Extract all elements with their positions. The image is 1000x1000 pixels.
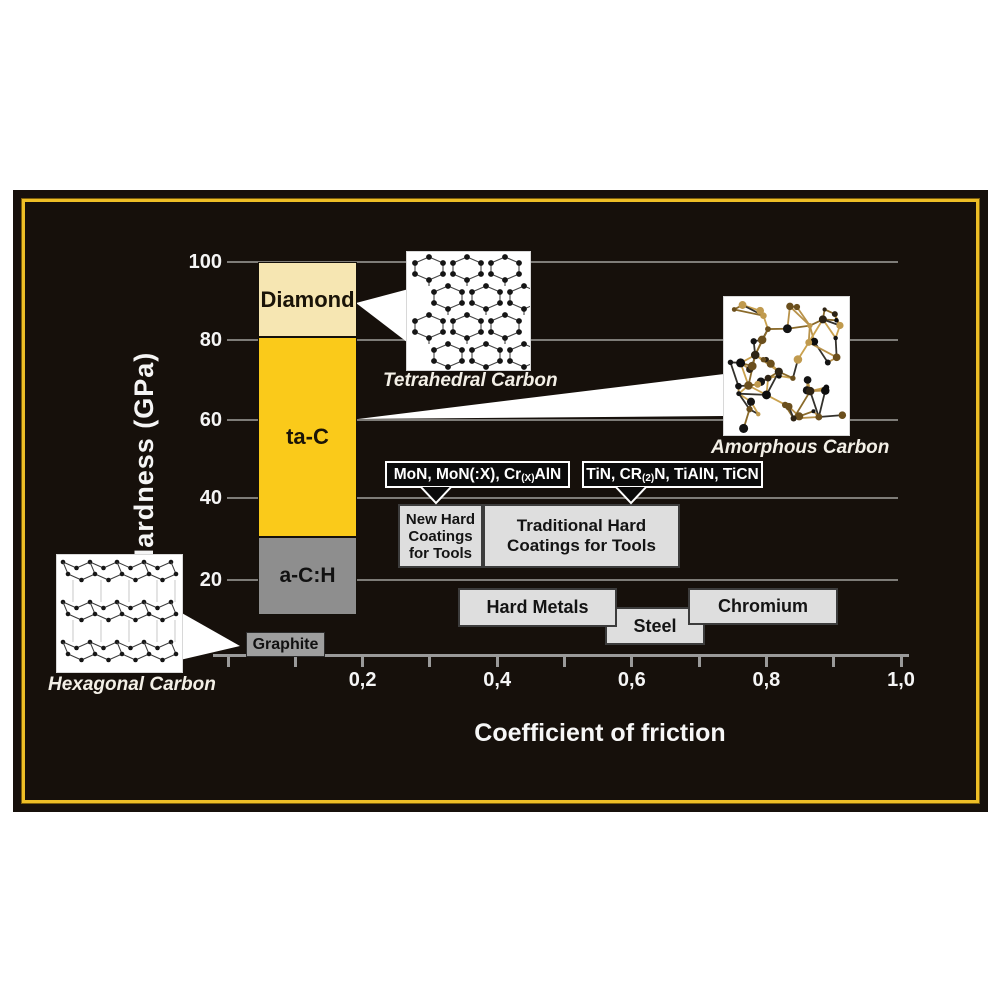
new-hard-line-1: New Hard [405, 510, 476, 528]
chart-panel: 100 80 60 40 20 0,2 0,4 0,6 0,8 1,0 Hardness (GPa… [13, 190, 988, 812]
graphite-label: Graphite [252, 635, 319, 653]
traditional-coatings-callout-label: TiN, CR (2) N, TiAlN, TiCN [582, 461, 763, 488]
x-tick-mark [361, 654, 365, 667]
hexagonal-carbon-caption: Hexagonal Carbon [48, 674, 216, 695]
tetrahedral-carbon-structure-image [407, 252, 541, 370]
traditional-coatings-callout-tail [613, 486, 649, 505]
hard-metals-box: Hard Metals [458, 588, 617, 627]
new-coatings-text-sub: (X) [521, 473, 535, 484]
new-coatings-text-post: AlN [534, 465, 562, 483]
callout-wedges [180, 286, 724, 660]
new-hard-line-3: for Tools [408, 544, 473, 562]
new-hard-line-2: Coatings [408, 527, 473, 545]
bar-segment-ach-label: a-C:H [279, 564, 336, 587]
x-tick-mark [495, 654, 499, 667]
gridline-20 [227, 579, 898, 581]
hexagonal-carbon-structure-image [57, 555, 182, 672]
x-tick-mark [226, 654, 230, 667]
x-tick-label-1,0: 1,0 [887, 669, 915, 691]
x-tick-mark [293, 654, 297, 667]
gridline-60 [227, 419, 898, 421]
tetrahedral-lattice-drawing [412, 254, 541, 370]
x-tick-mark [899, 654, 903, 667]
y-tick-label-20: 20 [199, 569, 222, 591]
traditional-coatings-text-pre: TiN, CR [586, 465, 642, 483]
new-hard-coatings-box: New Hard Coatings for Tools [398, 504, 483, 568]
hard-metals-label: Hard Metals [486, 597, 589, 617]
bar-segment-diamond-label: Diamond [260, 286, 355, 312]
x-tick-mark [630, 654, 634, 667]
x-tick-label-0,8: 0,8 [752, 669, 781, 691]
x-tick-mark [697, 654, 701, 667]
x-axis-title: Coefficient of friction [474, 719, 726, 747]
new-coatings-text-pre: MoN, MoN(:X), Cr [393, 465, 522, 483]
x-tick-label-0,6: 0,6 [617, 669, 646, 691]
gridline-80 [227, 339, 898, 341]
traditional-coatings-text-post: N, TiAlN, TiCN [654, 465, 759, 483]
traditional-line-1: Traditional Hard [516, 516, 647, 535]
gridline-40 [227, 497, 898, 499]
x-tick-label-0,2: 0,2 [348, 669, 377, 691]
tac-to-amorphous-wedge [358, 374, 724, 419]
traditional-coatings-box: Traditional Hard Coatings for Tools [483, 504, 680, 568]
amorphous-network-drawing [727, 301, 847, 433]
hexagonal-layers-drawing [60, 559, 179, 663]
graphite-box: Graphite [246, 632, 325, 657]
new-coatings-callout-label: MoN, MoN(:X), Cr (X) AlN [385, 461, 570, 488]
steel-box: Steel [605, 607, 705, 645]
bar-segment-tac-label: ta-C [286, 424, 329, 449]
diamond-to-tetrahedral-wedge [356, 286, 420, 352]
x-tick-mark [832, 654, 836, 667]
chromium-label: Chromium [718, 596, 808, 616]
bar-segment-tac: ta-C [258, 337, 357, 537]
bar-segment-ach: a-C:H [258, 537, 357, 615]
x-tick-label-0,4: 0,4 [483, 669, 512, 691]
y-tick-label-40: 40 [199, 487, 222, 509]
y-tick-label-80: 80 [199, 329, 222, 351]
traditional-line-2: Coatings for Tools [507, 536, 656, 555]
amorphous-carbon-caption: Amorphous Carbon [711, 437, 890, 458]
steel-label: Steel [633, 615, 677, 636]
gridline-100 [227, 261, 898, 263]
x-tick-mark [428, 654, 432, 667]
y-tick-label-100: 100 [188, 251, 222, 273]
tetrahedral-carbon-caption: Tetrahedral Carbon [383, 370, 558, 391]
traditional-coatings-text-sub: (2) [641, 473, 655, 484]
y-tick-label-60: 60 [199, 409, 222, 431]
x-axis-line [213, 654, 909, 657]
chromium-box: Chromium [688, 588, 838, 625]
x-tick-mark [563, 654, 566, 667]
hexagonal-to-graphite-wedge [180, 612, 240, 660]
amorphous-carbon-structure-image [724, 297, 849, 435]
x-tick-mark [764, 654, 768, 667]
new-coatings-callout-tail [418, 486, 454, 505]
bar-segment-diamond: Diamond [258, 262, 357, 337]
